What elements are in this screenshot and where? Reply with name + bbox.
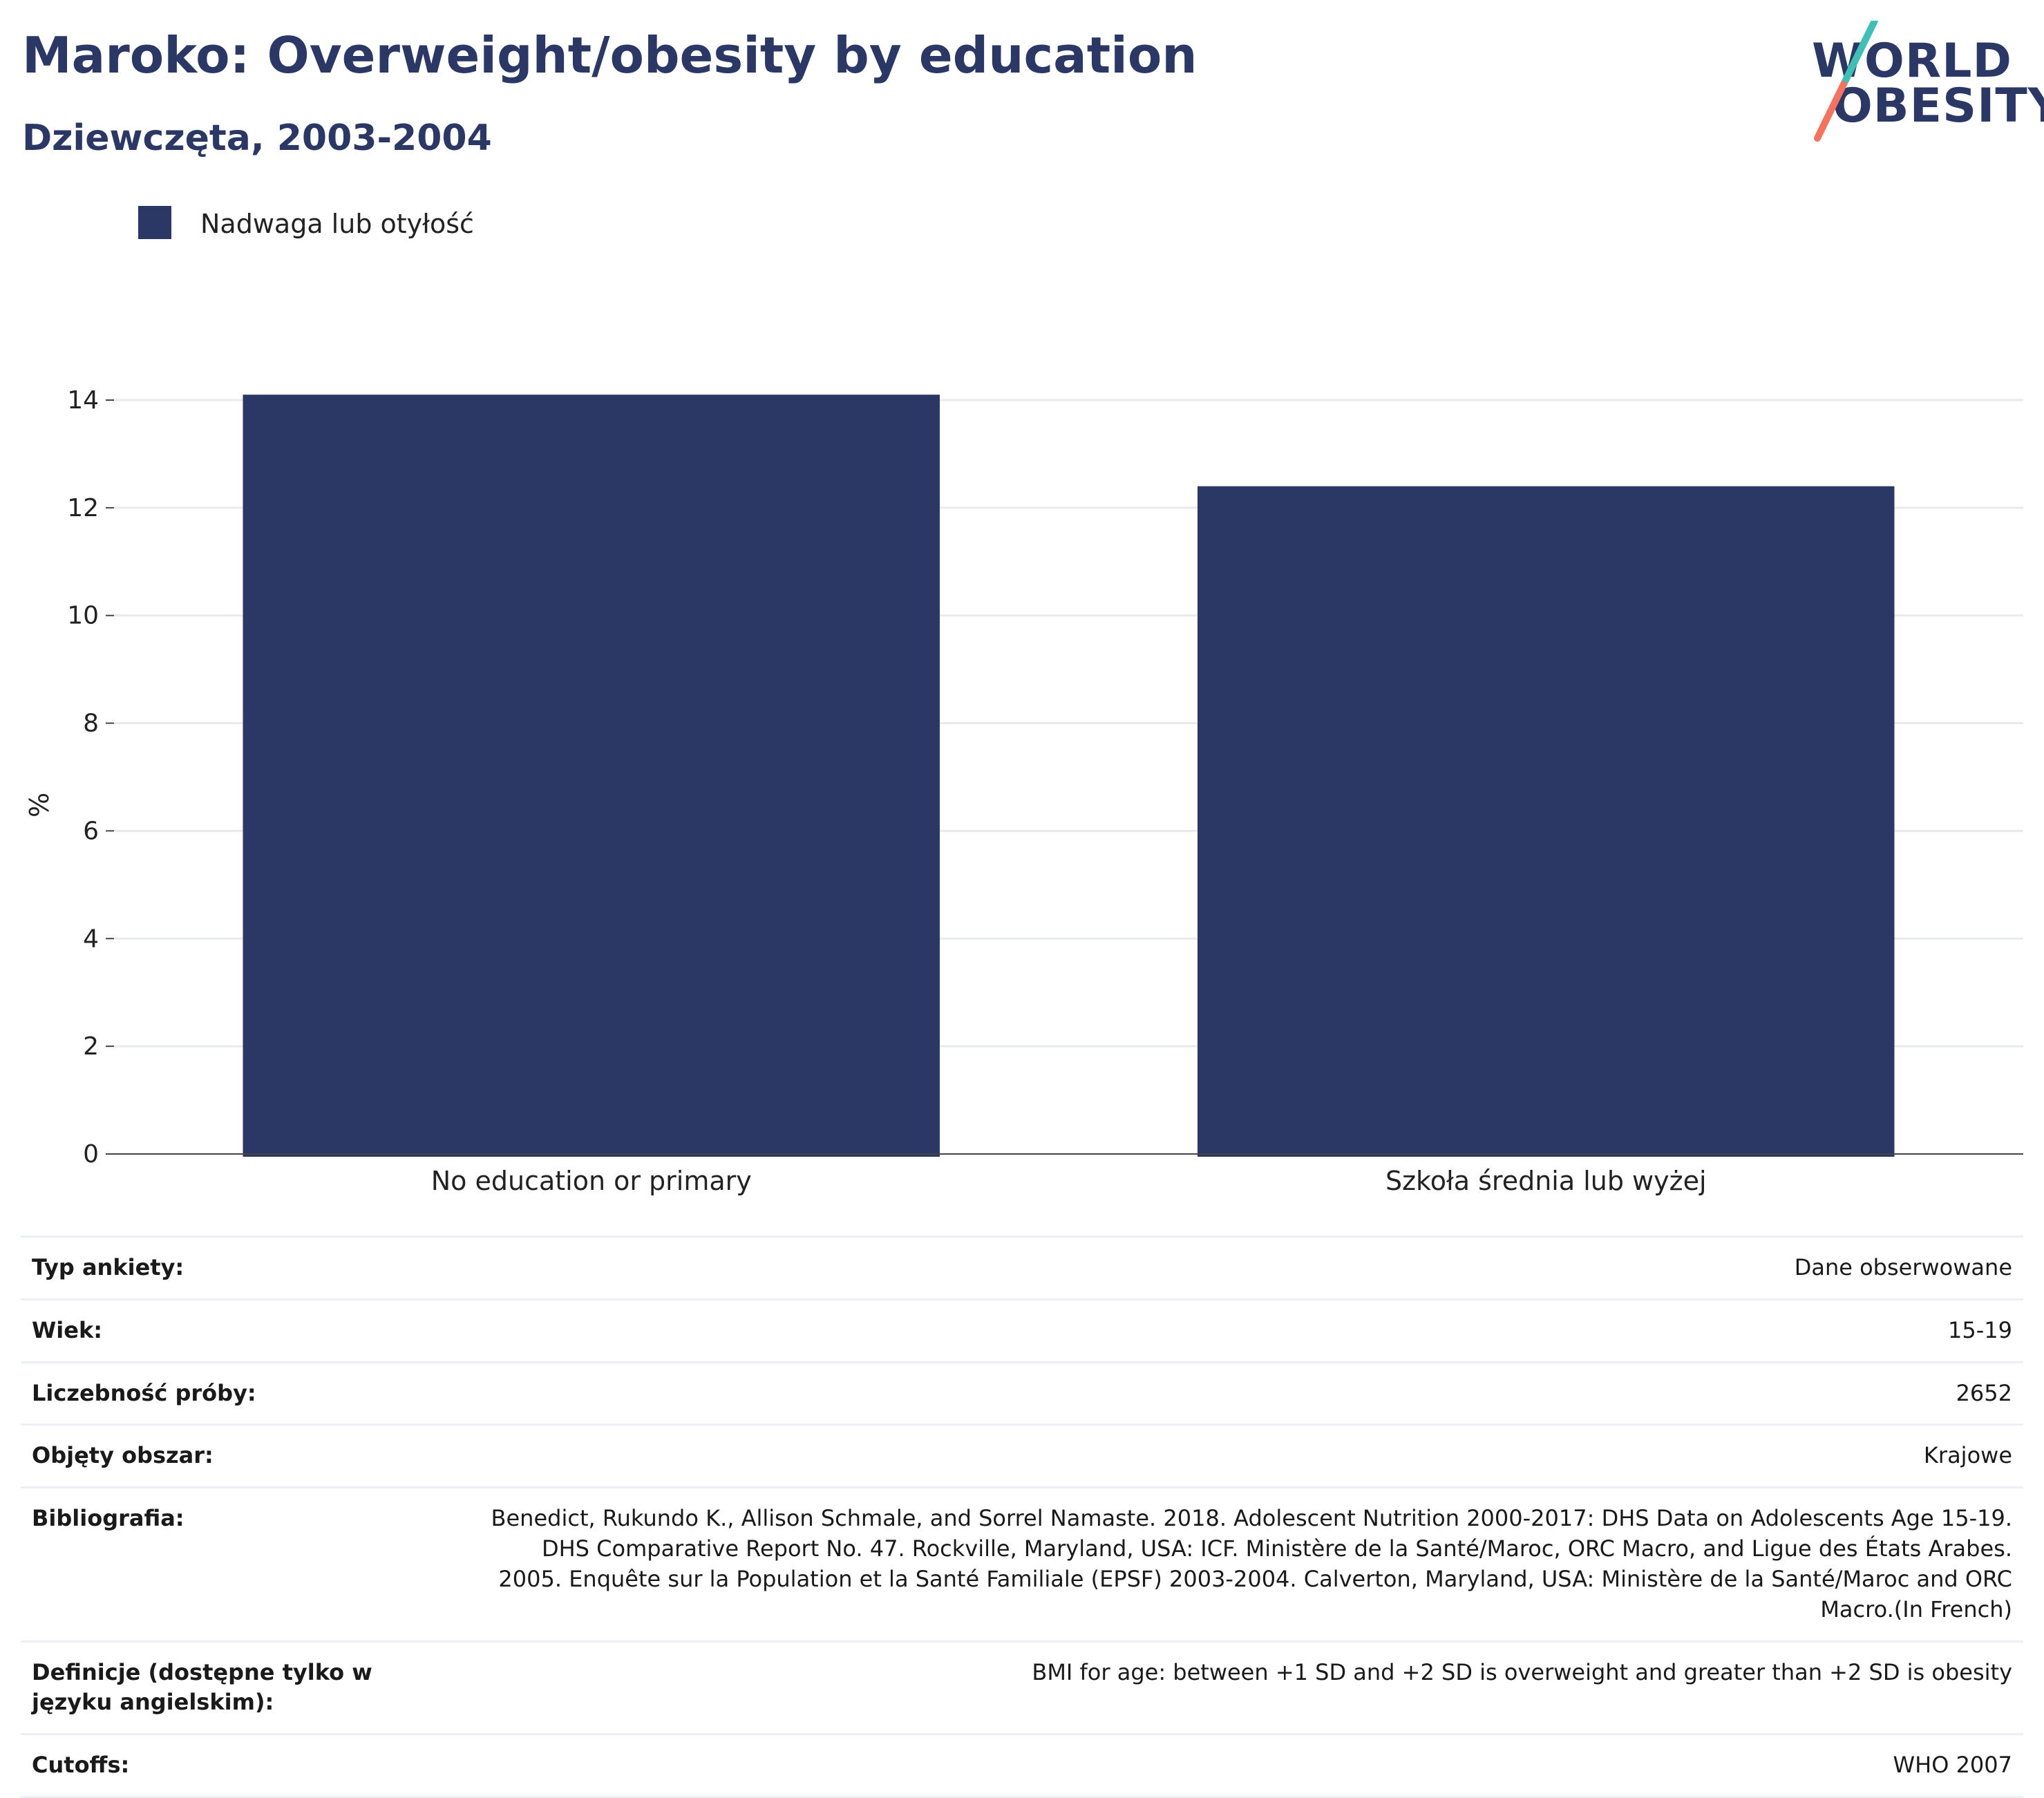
y-tick-label: 2 [83,1032,99,1061]
y-axis-label: % [24,793,55,817]
metadata-label: Typ ankiety: [21,1236,471,1300]
metadata-table: Typ ankiety: Dane obserwowane Wiek: 15-19 Li… [21,1236,2023,1798]
metadata-value: Krajowe [471,1423,2023,1488]
bar [1198,486,1895,1157]
metadata-label: Cutoffs: [21,1733,471,1798]
metadata-label: Bibliografia: [21,1486,471,1642]
metadata-value: BMI for age: between +1 SD and +2 SD is … [471,1640,2023,1734]
axes: 0 2 4 6 8 10 12 14% No education or primary Szkoł… [24,386,2023,1196]
metadata-row: Typ ankiety: Dane obserwowane [21,1236,2023,1300]
y-tick-label: 8 [83,710,99,738]
world-obesity-logo: WORLD OBESITY [1797,21,2044,145]
y-tick-label: 14 [67,386,99,415]
metadata-row: Wiek: 15-19 [21,1298,2023,1363]
metadata-label: Liczebność próby: [21,1361,471,1425]
metadata-label: Definicje (dostępne tylko w języku angie… [21,1640,471,1734]
logo-slash-icon [1814,21,1878,142]
metadata-row: Liczebność próby: 2652 [21,1361,2023,1425]
metadata-value: Dane obserwowane [471,1236,2023,1300]
metadata-label: Objęty obszar: [21,1423,471,1488]
bar [243,395,940,1157]
metadata-row: Bibliografia: Benedict, Rukundo K., Allis… [21,1486,2023,1642]
y-tick-label: 6 [83,817,99,845]
chart-subtitle: Dziewczęta, 2003-2004 [22,117,492,159]
metadata-row: Objęty obszar: Krajowe [21,1423,2023,1488]
x-category-label: Szkoła średnia lub wyżej [1385,1166,1707,1196]
x-category-label: No education or primary [431,1166,752,1196]
y-tick-label: 4 [83,925,99,953]
metadata-row: Definicje (dostępne tylko w języku angie… [21,1640,2023,1734]
metadata-value: WHO 2007 [471,1733,2023,1798]
logo-line-2: OBESITY [1833,79,2044,133]
metadata-row: Cutoffs: WHO 2007 [21,1733,2023,1798]
legend-swatch [138,206,171,239]
metadata-value: 2652 [471,1361,2023,1425]
bars [243,395,1895,1157]
metadata-value: 15-19 [471,1298,2023,1363]
bar-chart: 0 2 4 6 8 10 12 14% No education or primary Szkoł… [24,386,2023,1196]
legend-label: Nadwaga lub otyłość [200,209,474,239]
y-tick-label: 12 [67,494,99,522]
metadata-label: Wiek: [21,1298,471,1363]
y-tick-label: 0 [83,1140,99,1168]
y-tick-label: 10 [67,602,99,630]
chart-title: Maroko: Overweight/obesity by education [22,26,1198,84]
metadata-value: Benedict, Rukundo K., Allison Schmale, a… [471,1486,2023,1642]
